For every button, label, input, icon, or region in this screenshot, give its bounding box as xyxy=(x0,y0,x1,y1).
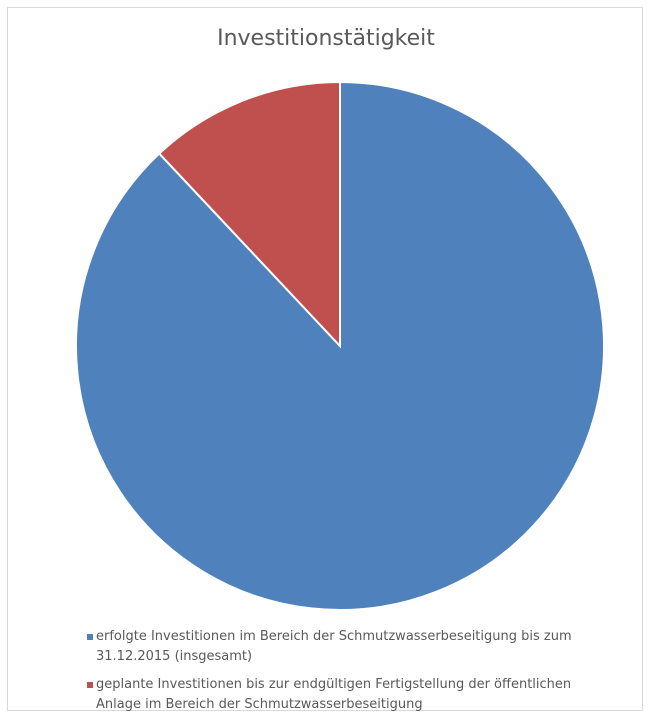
legend-swatch-geplante xyxy=(87,682,93,688)
legend: erfolgte Investitionen im Bereich der Sc… xyxy=(87,627,607,723)
pie-slice-geplante xyxy=(157,80,341,349)
legend-item-geplante: geplante Investitionen bis zur endgültig… xyxy=(87,675,607,715)
chart-title: Investitionstätigkeit xyxy=(217,26,435,51)
legend-label-geplante: geplante Investitionen bis zur endgültig… xyxy=(96,677,572,712)
legend-swatch-erfolgte xyxy=(87,634,93,640)
pie-slice-erfolgte xyxy=(75,80,605,611)
legend-label-erfolgte: erfolgte Investitionen im Bereich der Sc… xyxy=(96,629,572,664)
legend-item-erfolgte: erfolgte Investitionen im Bereich der Sc… xyxy=(87,627,607,667)
